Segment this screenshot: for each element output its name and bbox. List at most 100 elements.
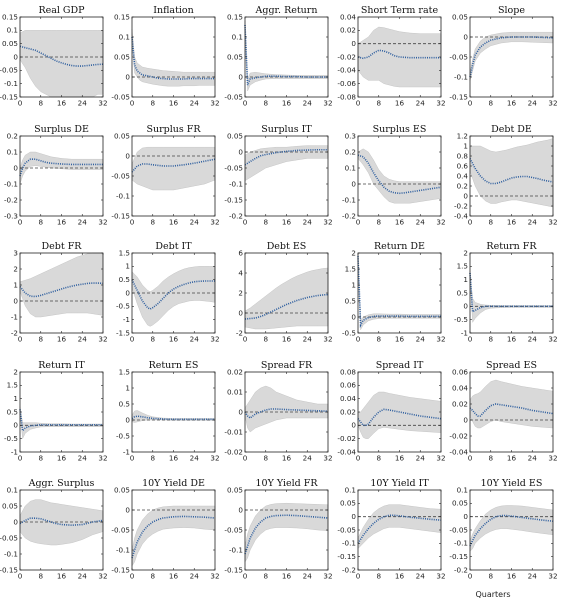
chart-3-title: Short Term rate xyxy=(361,5,439,16)
chart-9-ytick-label: 0.4 xyxy=(457,171,469,180)
chart-0-ytick-label: 0.1 xyxy=(7,26,18,35)
chart-18-ytick-label: 0.08 xyxy=(340,367,356,376)
chart-17-ytick-label: 0 xyxy=(238,407,243,416)
chart-19-xtick-label: 16 xyxy=(507,454,517,463)
chart-7-ytick-label: -0.2 xyxy=(229,211,243,220)
chart-9-ytick-label: 1.2 xyxy=(457,131,468,140)
chart-7-title: Surplus IT xyxy=(261,124,312,135)
chart-8-xtick-label: 16 xyxy=(395,218,405,227)
chart-24-xtick-label: 8 xyxy=(488,572,493,581)
chart-14-confidence-band xyxy=(469,270,554,323)
chart-16-title: Return ES xyxy=(149,360,199,371)
chart-14-ytick-label: 0 xyxy=(463,302,468,311)
chart-2-xtick-label: 0 xyxy=(243,99,248,108)
chart-14-ytick-label: 2 xyxy=(463,248,468,257)
chart-16-panel: Return ES -1 -0.5 0 0.5 1 1.5 0 8 16 24 32 xyxy=(116,360,220,463)
chart-13-xtick-label: 8 xyxy=(376,335,381,344)
chart-18-xtick-label: 32 xyxy=(436,454,445,463)
chart-9-median-line xyxy=(469,158,554,185)
chart-22-ytick-label: 0.05 xyxy=(227,485,243,494)
chart-11-xtick-label: 16 xyxy=(169,335,179,344)
chart-12-ytick-label: -2 xyxy=(236,328,243,337)
chart-22-ytick-label: -0.15 xyxy=(224,565,243,574)
chart-17-xtick-label: 24 xyxy=(303,454,313,463)
chart-15-ytick-label: -1 xyxy=(11,447,18,456)
chart-13-axes-box xyxy=(357,252,442,334)
chart-9-xtick-label: 16 xyxy=(507,218,517,227)
chart-23-ytick-label: -0.2 xyxy=(342,565,356,574)
chart-21-ytick-label: -0.1 xyxy=(116,545,130,554)
chart-15-title: Return IT xyxy=(38,360,85,371)
chart-13-xtick-label: 16 xyxy=(395,335,405,344)
chart-5-ytick-label: 0.2 xyxy=(7,131,18,140)
chart-15-ytick-label: 0 xyxy=(13,421,18,430)
chart-8-ytick-label: 0.1 xyxy=(345,163,356,172)
chart-8-confidence-band xyxy=(357,148,442,204)
chart-18-ytick-label: -0.04 xyxy=(337,447,356,456)
chart-21-xtick-label: 0 xyxy=(130,572,135,581)
chart-3-ytick-label: -0.04 xyxy=(337,66,356,75)
chart-0-ytick-label: 0.05 xyxy=(2,39,18,48)
chart-0-ytick-label: -0.05 xyxy=(0,66,18,75)
chart-5-axes-box xyxy=(19,135,104,217)
chart-9-ytick-label: -0.4 xyxy=(454,211,468,220)
chart-16-xtick-label: 24 xyxy=(190,454,200,463)
chart-2-xtick-label: 16 xyxy=(282,99,292,108)
chart-15-panel: Return IT -1 -0.5 0 0.5 1 1.5 2 0 8 16 24 32 xyxy=(4,360,108,463)
chart-4-ytick-label: 0.05 xyxy=(452,12,468,21)
chart-2-ytick-label: 0 xyxy=(238,72,243,81)
chart-19-median-line xyxy=(469,403,554,417)
chart-12-confidence-band xyxy=(244,267,329,330)
chart-10-median-line xyxy=(19,282,104,298)
chart-24-xtick-label: 16 xyxy=(507,572,517,581)
chart-22-xtick-label: 16 xyxy=(282,572,292,581)
chart-0-xtick-label: 16 xyxy=(57,99,67,108)
chart-14-ytick-label: 1 xyxy=(463,275,468,284)
chart-13-panel: Return DE-0.500.511.520 8 16 24 32 xyxy=(342,241,446,344)
chart-20-panel: Aggr. Surplus -0.15 -0.1 -0.05 0 0.05 0.1 0 8 16 2… xyxy=(0,478,108,581)
chart-2-ytick-label: 0.15 xyxy=(227,12,243,21)
chart-15-axes-box xyxy=(19,371,104,453)
chart-3-panel: Short Term rate -0.08 -0.06 -0.04 -0.02 0 0.02… xyxy=(337,5,445,108)
chart-24-xtick-label: 32 xyxy=(548,572,557,581)
chart-5-xtick-label: 0 xyxy=(18,218,23,227)
chart-3-xtick-label: 16 xyxy=(395,99,405,108)
chart-12-title: Debt ES xyxy=(267,241,307,252)
chart-7-panel: Surplus IT -0.2 -0.15 -0.1 -0.05 0 0.05 0 8 16 24 3… xyxy=(224,124,332,227)
chart-14-title: Return FR xyxy=(486,241,537,252)
chart-2-ytick-label: -0.05 xyxy=(224,92,243,101)
chart-14-ytick-label: -1 xyxy=(461,328,468,337)
chart-12-xtick-label: 8 xyxy=(263,335,268,344)
chart-8-xtick-label: 32 xyxy=(436,218,445,227)
chart-0-title: Real GDP xyxy=(38,5,85,16)
chart-13-title: Return DE xyxy=(374,241,425,252)
chart-6-xtick-label: 24 xyxy=(190,218,200,227)
chart-24-xtick-label: 0 xyxy=(468,572,473,581)
chart-6-xtick-label: 0 xyxy=(130,218,135,227)
chart-16-xtick-label: 16 xyxy=(169,454,179,463)
chart-18-panel: Spread IT -0.04 -0.02 0 0.02 0.04 0.06 0.08 0 8 16… xyxy=(337,360,445,463)
chart-0-median-line xyxy=(19,45,104,67)
chart-23-ytick-label: 0.1 xyxy=(345,485,356,494)
chart-1-ytick-label: -0.05 xyxy=(111,92,130,101)
chart-5-ytick-label: 0 xyxy=(13,163,18,172)
chart-24-ytick-label: -0.15 xyxy=(449,552,468,561)
chart-14-ytick-label: 0.5 xyxy=(457,288,468,297)
chart-5-panel: Surplus DE -0.3 -0.2 -0.1 0 0.1 0.2 0 8 16 24 32 xyxy=(4,124,108,227)
chart-16-ytick-label: 1.5 xyxy=(119,367,130,376)
chart-3-xtick-label: 24 xyxy=(416,99,426,108)
chart-18-xtick-label: 0 xyxy=(356,454,361,463)
chart-19-panel: Spread ES -0.04 -0.02 0 0.02 0.04 0.06 0 8 16 24 32 xyxy=(449,360,557,463)
chart-23-xtick-label: 32 xyxy=(436,572,445,581)
chart-17-xtick-label: 32 xyxy=(323,454,332,463)
chart-11-ytick-label: 1 xyxy=(125,262,130,271)
chart-1-xtick-label: 16 xyxy=(169,99,179,108)
chart-15-median-line xyxy=(19,409,103,433)
chart-22-ytick-label: -0.1 xyxy=(229,545,243,554)
chart-1-xtick-label: 24 xyxy=(190,99,200,108)
chart-15-xtick-label: 8 xyxy=(38,454,43,463)
chart-9-confidence-band xyxy=(469,138,554,208)
chart-17-xtick-label: 8 xyxy=(263,454,268,463)
chart-8-xtick-label: 0 xyxy=(356,218,361,227)
chart-22-xtick-label: 24 xyxy=(303,572,313,581)
